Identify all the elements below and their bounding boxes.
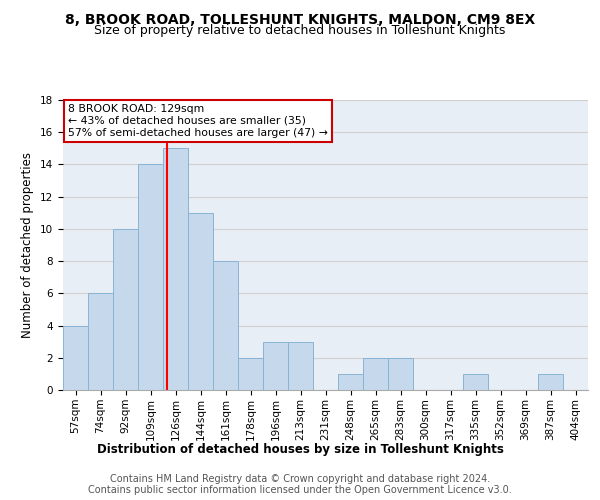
Bar xyxy=(388,358,413,390)
Bar xyxy=(338,374,363,390)
Text: Contains public sector information licensed under the Open Government Licence v3: Contains public sector information licen… xyxy=(88,485,512,495)
Bar xyxy=(213,261,238,390)
Bar xyxy=(138,164,163,390)
Bar xyxy=(238,358,263,390)
Bar xyxy=(113,229,138,390)
Bar xyxy=(263,342,288,390)
Bar xyxy=(63,326,88,390)
Text: 8 BROOK ROAD: 129sqm
← 43% of detached houses are smaller (35)
57% of semi-detac: 8 BROOK ROAD: 129sqm ← 43% of detached h… xyxy=(68,104,328,138)
Y-axis label: Number of detached properties: Number of detached properties xyxy=(22,152,34,338)
Text: Size of property relative to detached houses in Tolleshunt Knights: Size of property relative to detached ho… xyxy=(94,24,506,37)
Bar xyxy=(538,374,563,390)
Bar xyxy=(188,213,213,390)
Bar xyxy=(163,148,188,390)
Bar xyxy=(463,374,488,390)
Bar xyxy=(363,358,388,390)
Text: Contains HM Land Registry data © Crown copyright and database right 2024.: Contains HM Land Registry data © Crown c… xyxy=(110,474,490,484)
Bar xyxy=(88,294,113,390)
Bar xyxy=(288,342,313,390)
Text: 8, BROOK ROAD, TOLLESHUNT KNIGHTS, MALDON, CM9 8EX: 8, BROOK ROAD, TOLLESHUNT KNIGHTS, MALDO… xyxy=(65,12,535,26)
Text: Distribution of detached houses by size in Tolleshunt Knights: Distribution of detached houses by size … xyxy=(97,442,503,456)
